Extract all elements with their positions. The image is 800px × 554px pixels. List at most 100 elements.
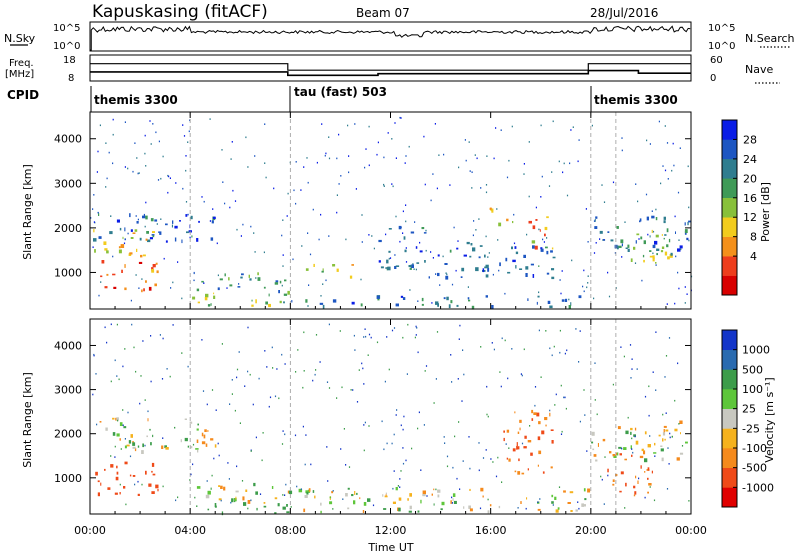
scatter-cell bbox=[161, 445, 164, 449]
scatter-cell bbox=[639, 220, 641, 223]
scatter-cell bbox=[570, 510, 573, 512]
speckle-cell bbox=[181, 352, 183, 354]
speckle-cell bbox=[405, 459, 407, 462]
cpid-segment-1: themis 3300 bbox=[94, 93, 178, 107]
speckle-cell bbox=[320, 295, 322, 297]
scatter-cell bbox=[651, 215, 655, 219]
speckle-cell bbox=[117, 419, 119, 422]
speckle-cell bbox=[538, 291, 540, 294]
scatter-cell bbox=[639, 455, 644, 459]
speckle-cell bbox=[666, 303, 668, 305]
speckle-cell bbox=[551, 171, 553, 173]
speckle-cell bbox=[492, 273, 494, 276]
speckle-cell bbox=[99, 124, 101, 127]
speckle-cell bbox=[202, 390, 205, 392]
scatter-cell bbox=[525, 273, 528, 277]
scatter-cell bbox=[524, 435, 527, 439]
speckle-cell bbox=[105, 186, 107, 188]
scatter-cell bbox=[151, 269, 155, 273]
speckle-cell bbox=[593, 297, 595, 300]
velocity-colorbar-label: Velocity [m s⁻¹] bbox=[763, 377, 776, 462]
scatter-cell bbox=[151, 267, 154, 271]
speckle-cell bbox=[479, 507, 482, 510]
scatter-cell bbox=[538, 450, 542, 455]
speckle-cell bbox=[294, 434, 297, 437]
speckle-cell bbox=[182, 187, 184, 190]
scatter-cell bbox=[593, 454, 597, 457]
speckle-cell bbox=[247, 370, 249, 373]
speckle-cell bbox=[119, 483, 121, 486]
scatter-cell bbox=[661, 234, 663, 236]
speckle-cell bbox=[114, 359, 116, 362]
speckle-cell bbox=[339, 330, 341, 332]
speckle-cell bbox=[546, 237, 548, 239]
speckle-cell bbox=[123, 242, 126, 245]
speckle-cell bbox=[397, 485, 399, 487]
scatter-cell bbox=[142, 215, 146, 219]
scatter-cell bbox=[654, 442, 656, 446]
scatter-cell bbox=[617, 452, 619, 456]
scatter-cell bbox=[546, 250, 549, 255]
speckle-cell bbox=[183, 135, 186, 137]
speckle-cell bbox=[415, 325, 417, 328]
scatter-cell bbox=[466, 241, 470, 245]
scatter-cell bbox=[661, 246, 665, 249]
speckle-cell bbox=[134, 142, 136, 144]
speckle-cell bbox=[110, 323, 112, 326]
speckle-cell bbox=[459, 488, 461, 490]
speckle-cell bbox=[100, 281, 102, 283]
scatter-cell bbox=[607, 231, 610, 233]
speckle-cell bbox=[601, 184, 603, 186]
scatter-cell bbox=[665, 429, 669, 432]
speckle-cell bbox=[241, 480, 244, 482]
speckle-cell bbox=[125, 503, 127, 506]
speckle-cell bbox=[439, 284, 441, 286]
speckle-cell bbox=[485, 449, 487, 451]
speckle-cell bbox=[461, 400, 463, 402]
speckle-cell bbox=[423, 424, 425, 426]
speckle-cell bbox=[250, 225, 252, 228]
speckle-cell bbox=[395, 157, 397, 159]
scatter-cell bbox=[532, 274, 535, 278]
speckle-cell bbox=[116, 375, 118, 377]
speckle-cell bbox=[593, 220, 596, 222]
scatter-cell bbox=[407, 498, 409, 501]
scatter-cell bbox=[218, 498, 222, 501]
speckle-cell bbox=[122, 409, 124, 411]
scatter-cell bbox=[452, 498, 454, 501]
speckle-cell bbox=[325, 279, 327, 282]
speckle-cell bbox=[249, 373, 251, 376]
colorbar-segment bbox=[722, 487, 737, 508]
scatter-cell bbox=[307, 305, 309, 307]
scatter-cell bbox=[104, 286, 108, 289]
speckle-cell bbox=[404, 162, 406, 164]
speckle-cell bbox=[377, 141, 379, 144]
speckle-cell bbox=[608, 295, 611, 298]
scatter-cell bbox=[635, 440, 639, 445]
scatter-cell bbox=[666, 228, 669, 233]
scatter-cell bbox=[676, 457, 680, 461]
scatter-cell bbox=[186, 231, 189, 234]
speckle-cell bbox=[224, 202, 226, 205]
scatter-cell bbox=[528, 220, 532, 224]
scatter-cell bbox=[506, 218, 509, 222]
speckle-cell bbox=[504, 292, 506, 295]
speckle-cell bbox=[415, 268, 417, 271]
speckle-cell bbox=[354, 123, 356, 125]
scatter-cell bbox=[428, 276, 430, 279]
speckle-cell bbox=[655, 389, 657, 391]
speckle-cell bbox=[587, 241, 589, 243]
speckle-cell bbox=[231, 141, 233, 143]
scatter-cell bbox=[148, 286, 152, 291]
speckle-cell bbox=[145, 201, 147, 204]
scatter-cell bbox=[386, 259, 389, 264]
scatter-cell bbox=[633, 434, 636, 437]
scatter-cell bbox=[286, 504, 288, 507]
speckle-cell bbox=[252, 403, 254, 406]
scatter-cell bbox=[184, 437, 188, 442]
speckle-cell bbox=[384, 380, 386, 383]
speckle-cell bbox=[162, 337, 164, 340]
speckle-cell bbox=[136, 157, 138, 159]
speckle-cell bbox=[578, 139, 580, 141]
speckle-cell bbox=[155, 131, 157, 134]
